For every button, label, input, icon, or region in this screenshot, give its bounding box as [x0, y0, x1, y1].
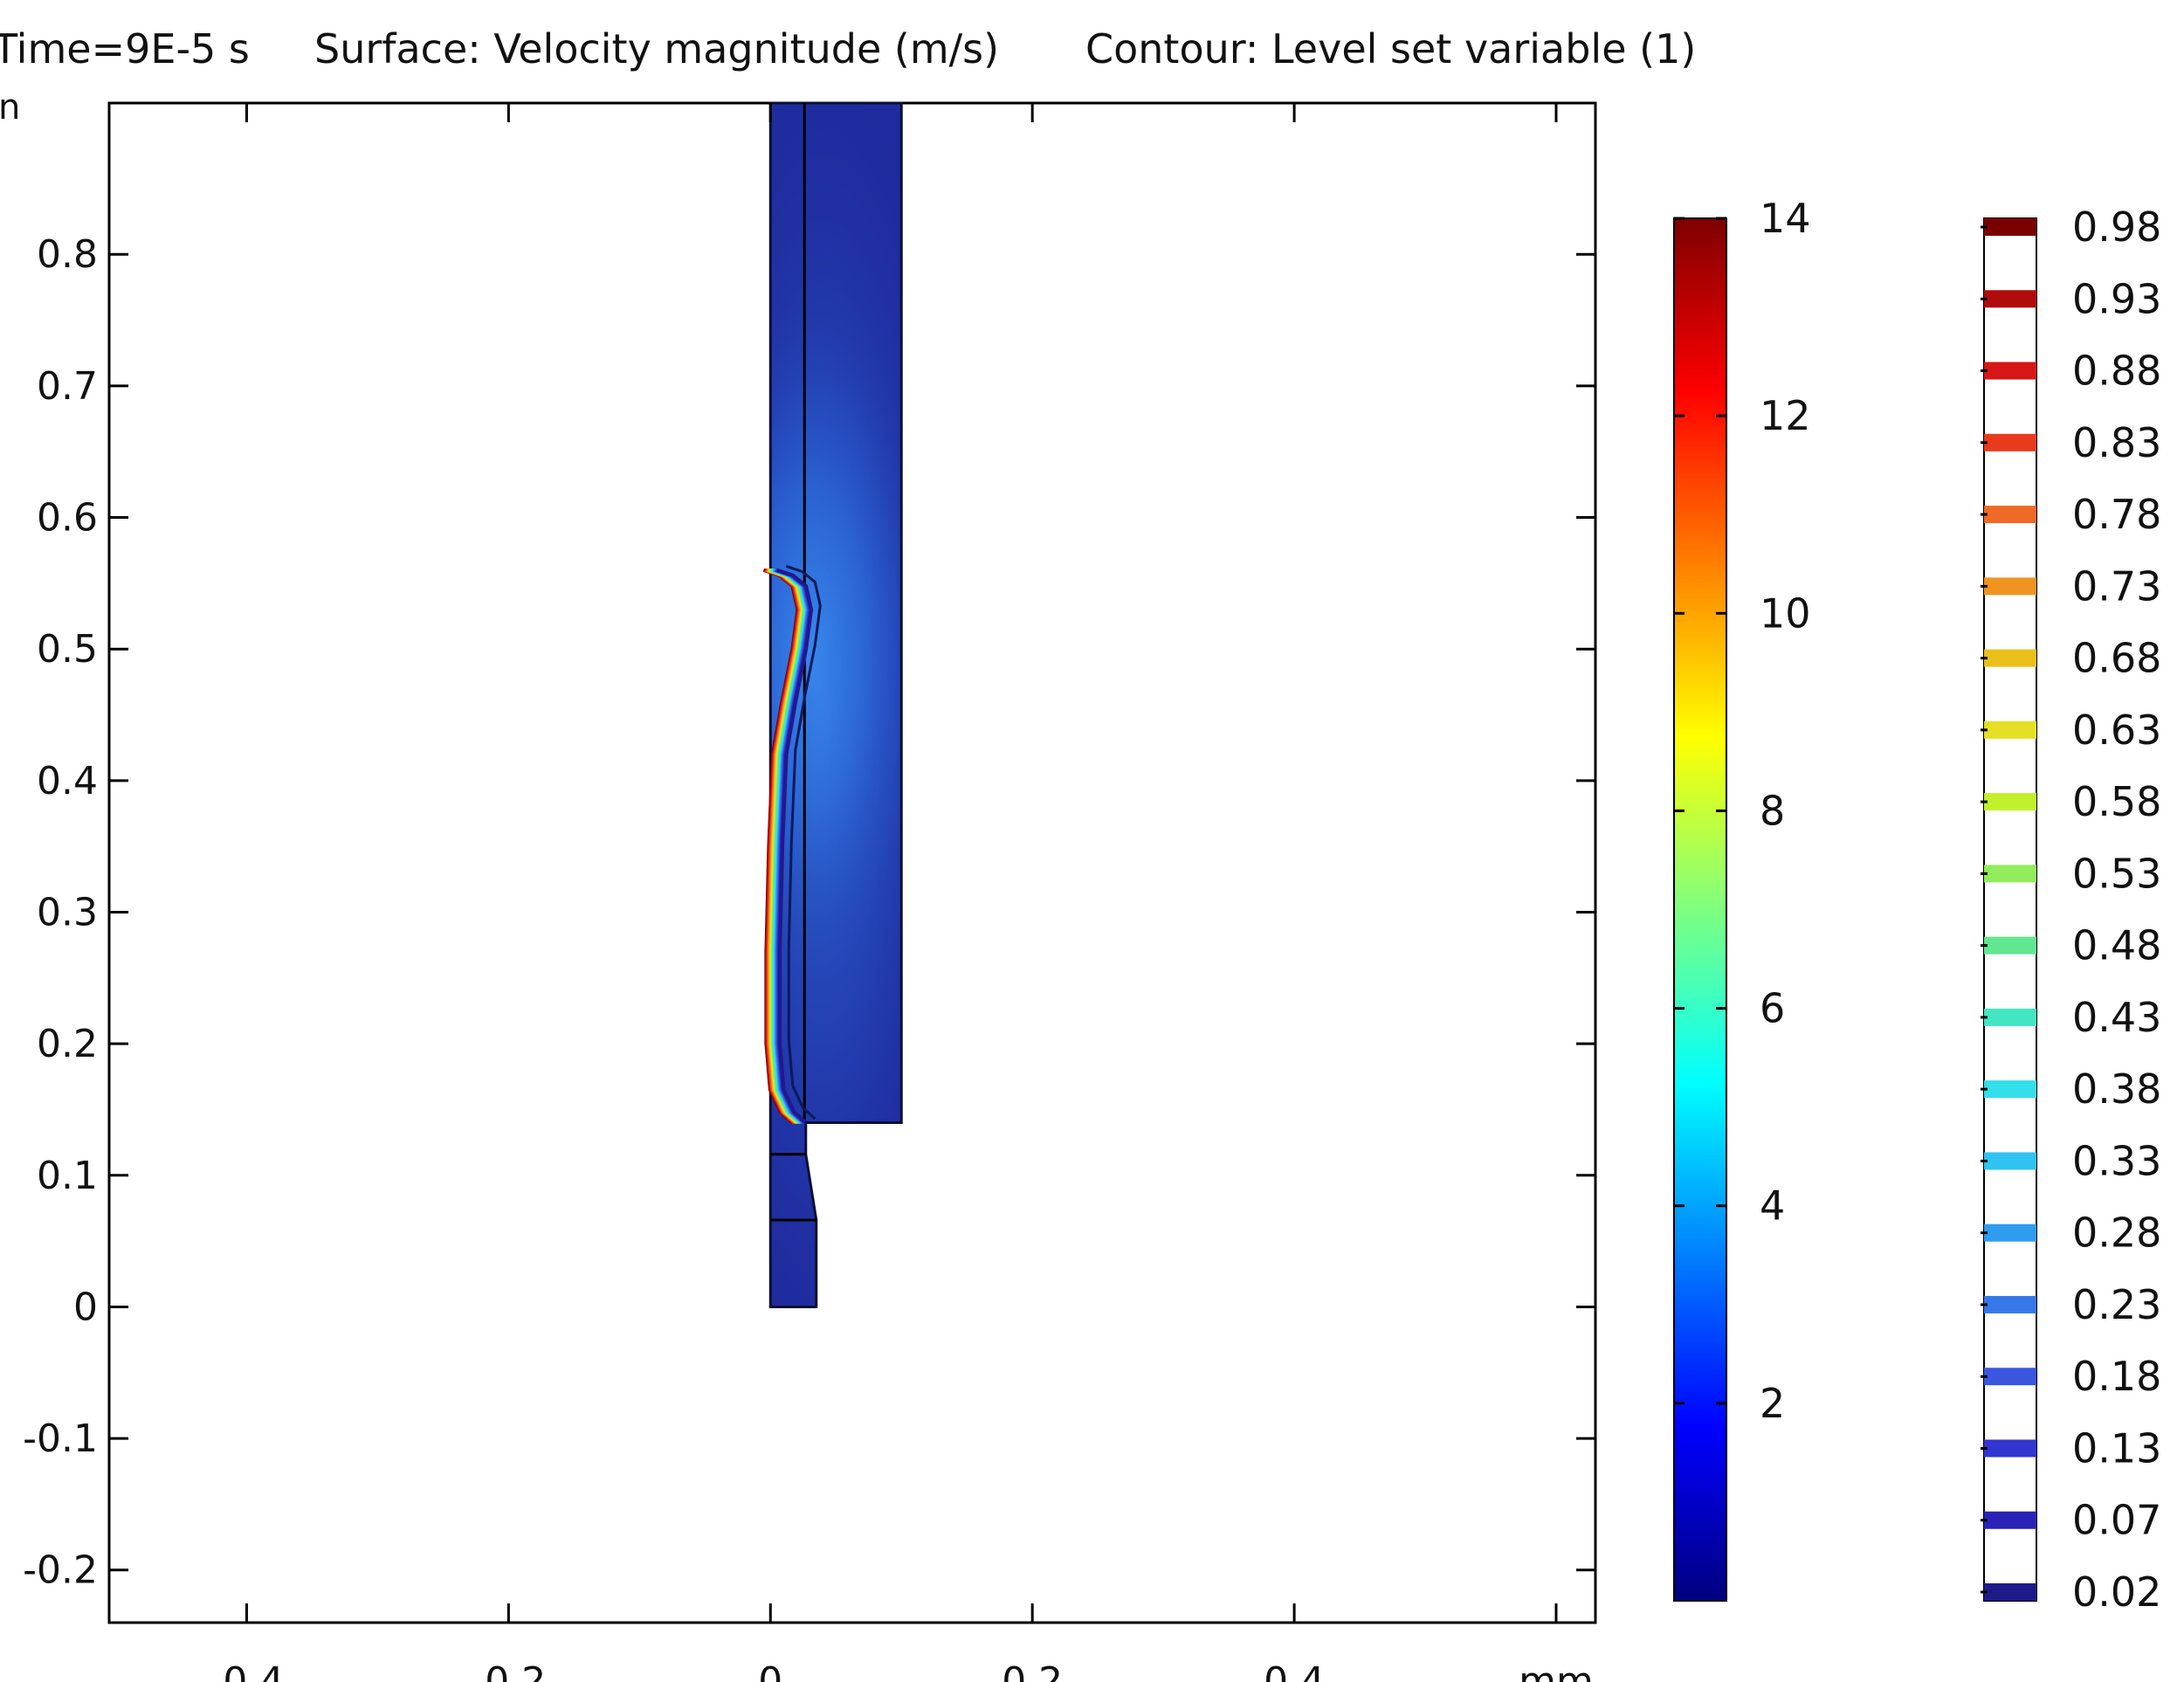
legend-label: 0.43	[2072, 994, 2161, 1041]
surface-label: Surface: Velocity magnitude (m/s)	[314, 25, 999, 72]
colorbar-tick-label: 14	[1760, 195, 1811, 242]
outer-contour-line	[785, 564, 822, 1120]
legend-label: 0.88	[2072, 348, 2161, 395]
legend-swatch	[1984, 1511, 2036, 1529]
colorbar-tick-label: 4	[1760, 1182, 1785, 1230]
legend-label: 0.93	[2072, 275, 2161, 322]
legend-label: 0.68	[2072, 635, 2161, 682]
y-tick-label: 0.7	[37, 364, 98, 409]
legend-label: 0.98	[2072, 203, 2161, 251]
contour-legend: 0.98 0.93 0.88 0.83 0.78 0.73 0.68 0.63 0.58 0.53…	[1981, 203, 2161, 1616]
legend-swatch	[1984, 1008, 2036, 1026]
contour-legend-bar	[1983, 217, 2037, 1602]
legend-swatch	[1984, 1224, 2036, 1242]
legend-swatch	[1984, 577, 2036, 596]
legend-swatch	[1984, 433, 2036, 452]
y-tick-label: 0.3	[37, 890, 98, 934]
y-tick-label: 0.2	[37, 1022, 98, 1066]
legend-swatch	[1984, 865, 2036, 883]
legend-swatch	[1984, 720, 2036, 739]
legend-swatch	[1984, 649, 2036, 667]
colorbar-tick-label: 2	[1760, 1380, 1785, 1427]
colorbar-ticks: 2 4 6 8 10 12 14	[1674, 195, 1811, 1427]
legend-label: 0.48	[2072, 922, 2161, 969]
y-tick-label: -0.1	[23, 1417, 98, 1461]
legend-label: 0.02	[2072, 1568, 2161, 1616]
x-tick-label: 0	[758, 1659, 782, 1682]
y-tick-label: 0.6	[37, 496, 98, 541]
time-label: Time=9E-5 s	[0, 25, 250, 72]
legend-label: 0.83	[2072, 419, 2161, 466]
legend-label: 0.58	[2072, 778, 2161, 825]
colorbar-tick-label: 6	[1760, 985, 1785, 1032]
legend-label: 0.78	[2072, 491, 2161, 538]
contour-label: Contour: Level set variable (1)	[1085, 25, 1696, 72]
legend-swatch	[1984, 290, 2036, 308]
legend-label: 0.18	[2072, 1353, 2161, 1400]
legend-label: 0.63	[2072, 707, 2161, 754]
legend-swatch	[1984, 1583, 2036, 1601]
y-tick-label: -0.2	[23, 1548, 98, 1593]
colorbar-tick-label: 10	[1760, 589, 1811, 637]
y-tick-label: 0.1	[37, 1154, 98, 1198]
legend-swatch	[1984, 1295, 2036, 1313]
legend-swatch	[1984, 218, 2036, 236]
legend-label: 0.23	[2072, 1281, 2161, 1328]
x-tick-label: -0.2	[471, 1659, 546, 1682]
legend-swatch	[1984, 506, 2036, 524]
legend-swatch	[1984, 936, 2036, 955]
legend-swatch	[1984, 793, 2036, 811]
colorbar-tick-label: 8	[1760, 787, 1785, 834]
legend-swatch	[1984, 1368, 2036, 1386]
legend-label: 0.33	[2072, 1137, 2161, 1184]
legend-label: 0.28	[2072, 1210, 2161, 1257]
interface-contours	[762, 564, 822, 1124]
legend-swatch	[1984, 1080, 2036, 1099]
legend-label: 0.13	[2072, 1424, 2161, 1472]
x-tick-labels: -0.4 -0.2 0 0.2 0.4 mm	[210, 1659, 1594, 1682]
domain-outline	[768, 101, 903, 1308]
legend-swatch	[1984, 1152, 2036, 1170]
interface-contour-19	[776, 568, 814, 1124]
legend-label: 0.73	[2072, 562, 2161, 610]
x-tick-label: -0.4	[210, 1659, 285, 1682]
y-tick-label: 0	[73, 1285, 98, 1329]
y-tick-label: 0.5	[37, 627, 98, 672]
y-tick-labels: -0.2 -0.1 0 0.1 0.2 0.3 0.4 0.5 0.6 0.7 0.8	[23, 232, 98, 1592]
legend-swatch	[1984, 362, 2036, 380]
legend-swatch	[1984, 1439, 2036, 1458]
y-tick-label: 0.4	[37, 759, 98, 803]
y-tick-label: 0.8	[37, 232, 98, 277]
legend-label: 0.38	[2072, 1065, 2161, 1113]
x-tick-label: mm	[1519, 1659, 1594, 1682]
legend-label: 0.07	[2072, 1497, 2161, 1544]
y-axis-unit-fragment: n	[0, 87, 20, 128]
x-tick-label: 0.4	[1264, 1659, 1325, 1682]
colorbar-tick-label: 12	[1760, 392, 1811, 439]
axis-ticks	[109, 103, 1595, 1623]
legend-label: 0.53	[2072, 850, 2161, 897]
x-tick-label: 0.2	[1002, 1659, 1063, 1682]
surface-colorbar	[1673, 217, 1727, 1602]
